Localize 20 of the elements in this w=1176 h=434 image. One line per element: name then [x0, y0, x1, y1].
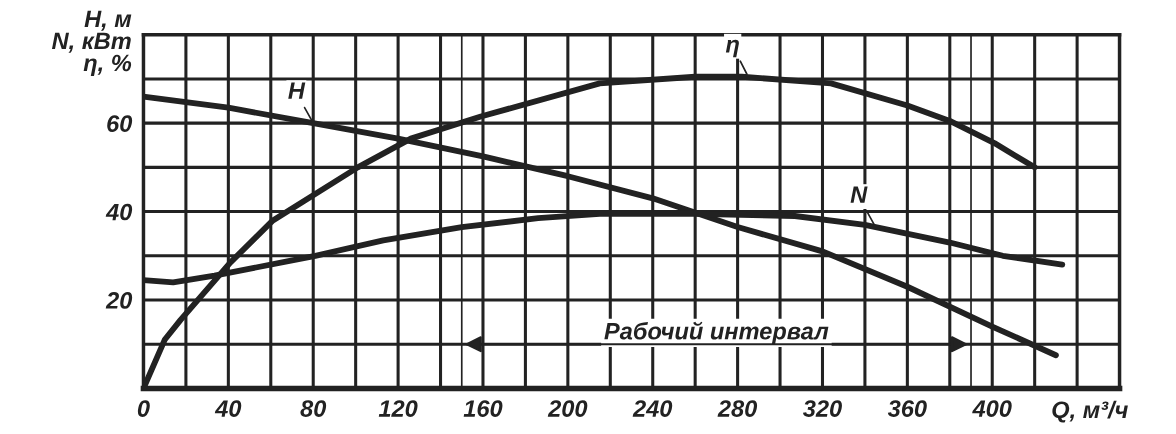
x-tick-label: 360: [887, 400, 927, 417]
annotation: η: [725, 39, 739, 58]
y-tick-label: 40: [105, 203, 133, 221]
x-axis-title: Q, м³/ч: [1052, 400, 1128, 423]
x-tick-label: 80: [300, 400, 327, 417]
annotation: H: [288, 82, 306, 99]
x-tick-label: 400: [972, 400, 1012, 417]
x-tick-label: 280: [717, 400, 758, 417]
x-tick-label: 160: [463, 400, 503, 417]
y-tick-label: 60: [107, 115, 133, 132]
x-tick-label: 120: [378, 400, 418, 417]
y-tick-label: 20: [105, 292, 133, 309]
y-axis-title: H, м N, кВт η, %: [51, 10, 132, 76]
annotation: N: [850, 186, 868, 203]
x-tick-label: 40: [214, 400, 242, 417]
x-tick-label: 200: [547, 400, 588, 417]
annotation: Рабочий интервал: [604, 321, 829, 345]
x-tick-label: 320: [802, 400, 842, 417]
x-tick-label: 240: [632, 400, 673, 417]
x-tick-label: 0: [137, 400, 150, 417]
